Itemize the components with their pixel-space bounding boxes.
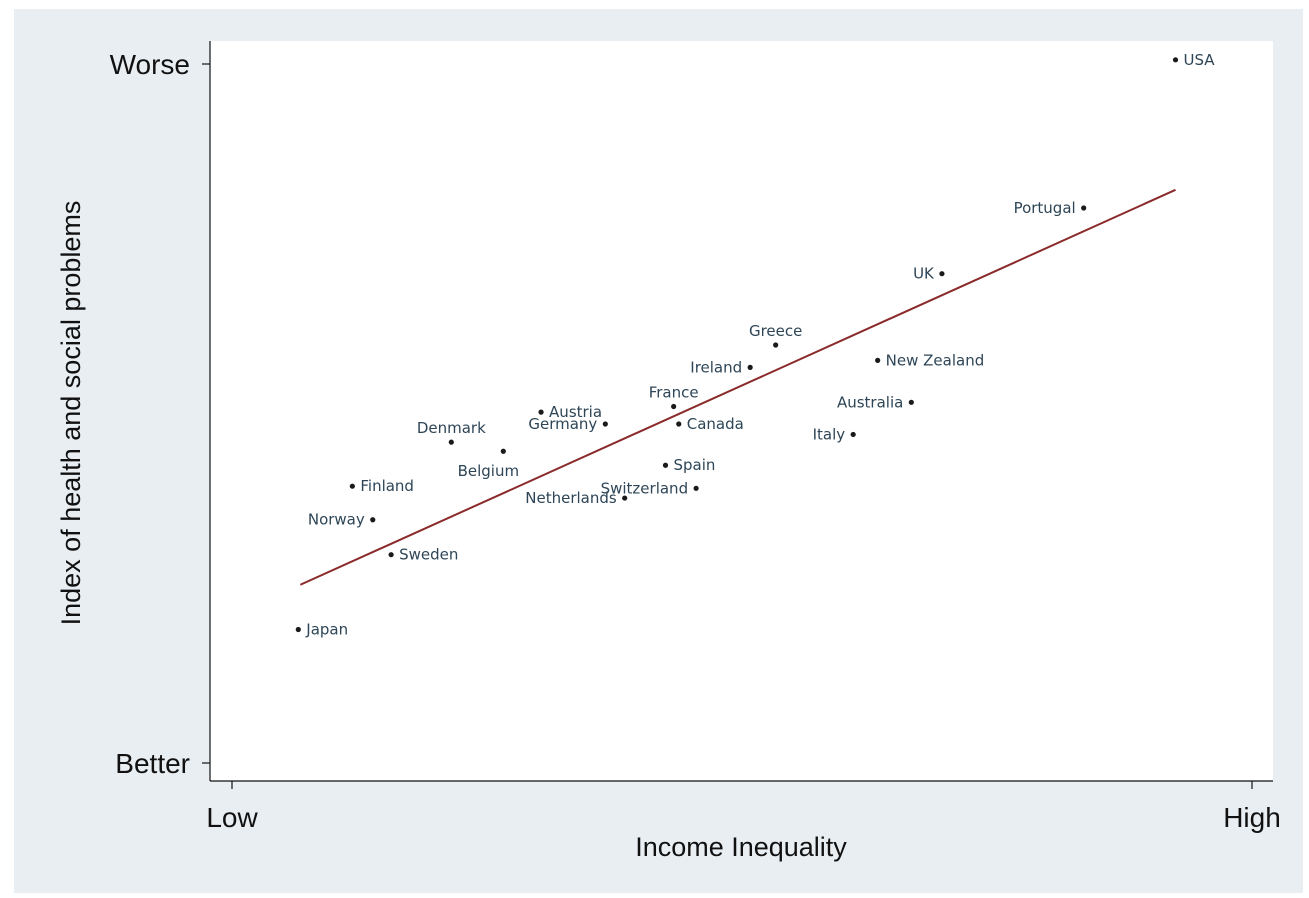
point-japan [295, 626, 301, 633]
point-label-new-zealand: New Zealand [886, 351, 985, 369]
point-france [671, 403, 677, 410]
trend-line-layer [299, 188, 1176, 586]
point-spain [662, 462, 669, 468]
point-label-japan: Japan [305, 620, 348, 638]
y-axis-title: Index of health and social problems [56, 201, 86, 626]
point-germany [602, 421, 608, 427]
point-ireland [747, 364, 753, 370]
y-tick-label-1: Better [115, 748, 190, 779]
point-label-denmark: Denmark [417, 419, 486, 437]
point-portugal [1081, 205, 1087, 211]
data-points: USA Portugal UK Greece New Zealand Ireland Aus… [295, 51, 1216, 638]
point-label-usa: USA [1184, 51, 1216, 69]
point-norway [370, 517, 376, 523]
point-label-norway: Norway [308, 511, 365, 529]
point-label-italy: Italy [813, 425, 846, 443]
point-label-ireland: Ireland [690, 358, 742, 376]
y-tick-label-0: Worse [110, 49, 190, 80]
point-label-canada: Canada [687, 415, 744, 433]
point-canada [676, 421, 682, 427]
point-label-switzerland: Switzerland [601, 479, 689, 497]
point-belgium [500, 448, 506, 454]
axis-ticks: Low High Worse Better [110, 49, 1281, 833]
x-tick-label-1: High [1223, 802, 1281, 833]
point-finland [349, 483, 355, 489]
point-label-belgium: Belgium [458, 462, 520, 480]
point-label-spain: Spain [674, 456, 716, 474]
point-australia [908, 399, 914, 405]
point-new-zealand [875, 357, 881, 363]
point-label-portugal: Portugal [1014, 199, 1076, 217]
point-netherlands [622, 495, 628, 501]
trend-line [299, 188, 1176, 586]
chart-frame: Low High Worse Better USA Portugal UK Greece Ne… [14, 9, 1303, 893]
point-label-netherlands: Netherlands [525, 489, 617, 507]
point-italy [850, 431, 856, 438]
x-tick-label-0: Low [206, 802, 258, 833]
point-label-france: France [649, 384, 699, 402]
point-denmark [448, 439, 454, 445]
x-axis-title: Income Inequality [635, 832, 847, 862]
plot-area [210, 41, 1273, 781]
point-label-greece: Greece [749, 322, 802, 340]
point-label-uk: UK [913, 265, 935, 283]
point-label-germany: Germany [528, 415, 597, 433]
point-label-sweden: Sweden [399, 546, 458, 564]
point-switzerland [693, 485, 699, 491]
point-uk [939, 271, 945, 277]
point-usa [1172, 57, 1179, 63]
point-label-australia: Australia [837, 393, 903, 411]
scatter-chart: Low High Worse Better USA Portugal UK Greece Ne… [56, 41, 1281, 862]
point-sweden [388, 552, 394, 558]
point-label-austria: Austria [549, 403, 602, 421]
point-greece [773, 342, 779, 348]
point-label-finland: Finland [360, 477, 414, 495]
point-austria [538, 409, 544, 415]
